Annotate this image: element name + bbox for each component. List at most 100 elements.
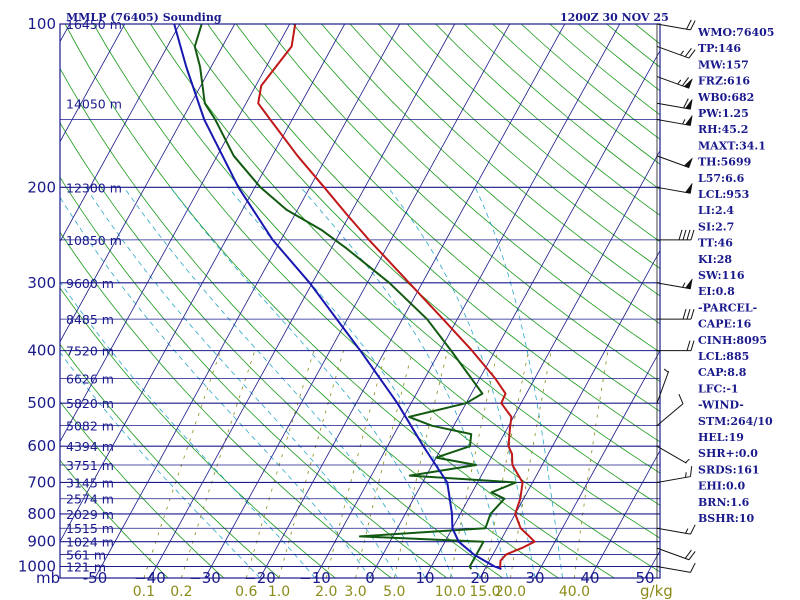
dry-adiabat [121, 24, 660, 539]
isotherm [60, 24, 291, 443]
height-label: 8485 m [66, 312, 114, 327]
dry-adiabat [178, 24, 660, 474]
dry-adiabat [235, 24, 660, 412]
mixing-ratio-label: 2.0 [315, 584, 337, 600]
dry-adiabat [60, 459, 169, 578]
wind-barb [656, 19, 696, 31]
index-value: EHI:0.0 [698, 480, 745, 493]
height-label: 4394 m [66, 439, 114, 454]
mixing-ratio-line [181, 350, 256, 578]
index-value: CAP:8.8 [698, 366, 747, 379]
index-value: EI:0.8 [698, 285, 735, 298]
isotherm [534, 349, 660, 578]
wind-barb [656, 524, 696, 535]
height-label: 3751 m [66, 458, 114, 473]
index-value: SI:2.7 [698, 220, 734, 233]
height-label: 561 m [66, 547, 106, 562]
wind-barb [657, 309, 695, 320]
wind-barb [657, 229, 695, 241]
mixing-ratio-label: 3.0 [344, 584, 366, 600]
index-value: LCL:885 [698, 350, 749, 363]
wind-barb [656, 368, 670, 404]
index-value: MAXT:34.1 [698, 139, 766, 152]
index-value: L57:6.6 [698, 172, 745, 185]
mixing-ratio-line [143, 350, 221, 578]
height-label: 12300 m [66, 180, 122, 195]
height-label: 5082 m [66, 419, 114, 434]
isotherm [259, 24, 566, 578]
temperature-tick-label: 50 [635, 569, 654, 587]
index-value: FRZ:616 [698, 75, 750, 88]
wind-barb-layer [656, 19, 696, 578]
mixing-ratio-label: 1.0 [268, 584, 290, 600]
dry-adiabat [60, 176, 448, 578]
index-value: LI:2.4 [698, 204, 734, 217]
temperature-tick-label: −30 [189, 569, 221, 587]
temperature-tick-label: 30 [525, 569, 544, 587]
mixing-ratio-label: 10.0 [435, 584, 466, 600]
series-dewpoint-line [193, 24, 517, 570]
pressure-unit-label: mb [36, 569, 60, 587]
mixing-ratio-line [484, 350, 530, 578]
isotherm [60, 24, 126, 143]
moist-adiabat [170, 187, 453, 578]
height-label: 6626 m [66, 371, 114, 386]
pressure-tick-label: 500 [27, 394, 56, 412]
isotherm [60, 24, 346, 543]
pressure-tick-label: 1000 [18, 558, 56, 576]
pressure-tick-label: 200 [27, 178, 56, 196]
temperature-tick-label: −20 [244, 569, 276, 587]
wind-barb [656, 278, 693, 290]
height-label: 2029 m [66, 507, 114, 522]
index-value: TT:46 [698, 237, 733, 250]
pressure-tick-label: 300 [27, 274, 56, 292]
index-value: LFC:-1 [698, 382, 739, 395]
moist-adiabat [123, 187, 426, 578]
wind-barb [656, 466, 693, 483]
plot-frame [59, 23, 661, 579]
dry-adiabat [264, 24, 660, 382]
isotherm [94, 24, 401, 578]
mixing-ratio-line [574, 350, 609, 578]
mixing-ratio-label: 40.0 [559, 584, 590, 600]
dry-adiabat [60, 231, 392, 578]
isotherm [314, 24, 621, 578]
pressure-tick-label: 700 [27, 473, 56, 491]
temperature-tick-label: 10 [415, 569, 434, 587]
height-label: 5820 m [66, 396, 114, 411]
wind-barb [656, 45, 696, 59]
dry-adiabat [378, 24, 660, 270]
index-value: RH:45.2 [698, 123, 748, 136]
index-value: SW:116 [698, 269, 745, 282]
index-value: -PARCEL- [698, 301, 757, 314]
isotherm [479, 249, 660, 578]
dry-adiabat [207, 24, 660, 443]
pressure-tick-label: 100 [27, 15, 56, 33]
moist-adiabat [300, 187, 508, 578]
wind-barb [656, 394, 684, 427]
height-label: 7520 m [66, 344, 114, 359]
index-value: WB0:682 [697, 91, 754, 104]
wind-barb [657, 340, 695, 352]
isotherm [424, 149, 660, 578]
index-value: MW:157 [698, 58, 749, 71]
wind-barb [656, 547, 696, 561]
index-value: TP:146 [698, 42, 741, 55]
series-parcel-line [173, 24, 502, 571]
index-value: WMO:76405 [697, 26, 774, 39]
mixing-ratio-label: 0.1 [133, 584, 155, 600]
isotherm [149, 24, 456, 578]
pressure-tick-label: 600 [27, 437, 56, 455]
height-label: 121 m [66, 560, 106, 575]
index-value: BSHR:10 [698, 512, 754, 525]
pressure-tick-label: 800 [27, 505, 56, 523]
isotherm [369, 49, 660, 578]
pressure-tick-label: 400 [27, 342, 56, 360]
dry-adiabat [321, 24, 660, 325]
index-value: CINH:8095 [698, 334, 767, 347]
series-temperature-line [257, 24, 536, 570]
isotherm [204, 24, 511, 578]
